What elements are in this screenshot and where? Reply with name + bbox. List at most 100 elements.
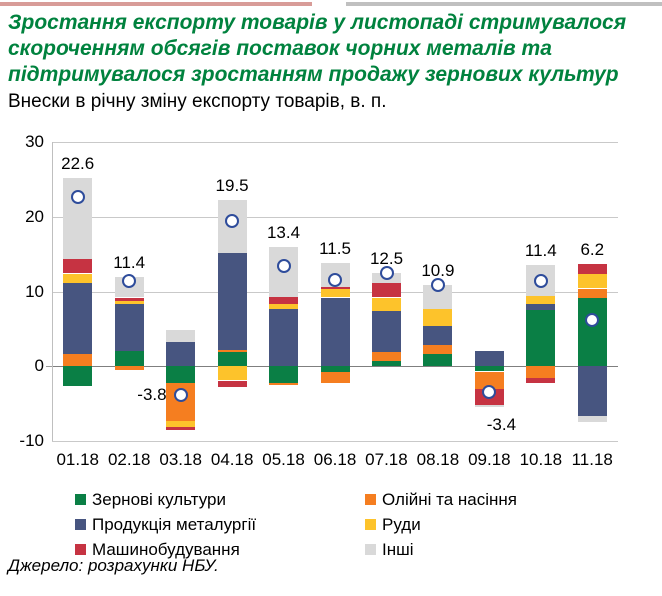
chart-title-line3: підтримувалося зростанням продажу зернов… bbox=[8, 63, 619, 86]
x-axis-label: 08.18 bbox=[416, 450, 460, 469]
chart-title: Зростання експорту товарів у листопаді с… bbox=[8, 10, 658, 88]
bar-segment-Продукція металургії bbox=[269, 308, 298, 367]
x-axis-label: 04.18 bbox=[210, 450, 254, 469]
bar-segment-Зернові культури bbox=[372, 361, 401, 367]
total-marker bbox=[70, 190, 85, 205]
bar-segment-Зернові культури bbox=[166, 366, 196, 383]
bar-segment-Продукція металургії bbox=[320, 297, 350, 367]
bar-segment-Руди bbox=[217, 366, 247, 381]
top-border-left bbox=[0, 2, 312, 6]
legend-label: Олійні та насіння bbox=[382, 489, 517, 509]
y-axis-tick bbox=[46, 366, 52, 368]
chart-legend: Зернові культури Олійні та насіння Продукц… bbox=[75, 487, 635, 562]
bar-segment-Олійні та насіння bbox=[217, 349, 247, 352]
bar-segment-Продукція металургії bbox=[63, 283, 93, 355]
bar-segment-Олійні та насіння bbox=[577, 288, 607, 298]
total-marker bbox=[379, 265, 394, 280]
x-axis-label: 10.18 bbox=[519, 450, 563, 469]
legend-label: Зернові культури bbox=[92, 489, 226, 509]
bar-segment-Продукція металургії bbox=[114, 304, 144, 352]
total-label: 10.9 bbox=[421, 260, 455, 280]
legend-swatch-icon bbox=[365, 544, 376, 555]
top-border-right bbox=[346, 2, 662, 6]
legend-item: Машинобудування bbox=[75, 537, 365, 562]
bar-segment-Машинобудування bbox=[372, 283, 401, 298]
total-marker bbox=[225, 213, 240, 228]
bar-segment-Машинобудування bbox=[269, 296, 298, 305]
bar-segment-Зернові культури bbox=[577, 297, 607, 367]
total-marker bbox=[173, 387, 188, 402]
bar-segment-Олійні та насіння bbox=[526, 366, 556, 379]
x-axis-label: 11.18 bbox=[571, 450, 613, 469]
bar-segment-Олійні та насіння bbox=[474, 371, 504, 390]
bar-segment-Руди bbox=[114, 300, 144, 305]
bar-segment-Руди bbox=[320, 289, 350, 298]
chart-title-line1: Зростання експорту товарів у листопаді с… bbox=[8, 11, 627, 34]
total-label: 6.2 bbox=[580, 239, 605, 259]
bar-segment-Інші bbox=[474, 404, 504, 407]
y-axis-label: 30 bbox=[25, 132, 44, 151]
bar-segment-Зернові культури bbox=[474, 366, 504, 372]
legend-swatch-icon bbox=[75, 519, 86, 530]
bar-segment-Продукція металургії bbox=[474, 351, 504, 367]
bar-segment-Руди bbox=[372, 297, 401, 311]
gridline bbox=[52, 441, 618, 442]
total-label: 22.6 bbox=[61, 153, 95, 173]
legend-swatch-icon bbox=[75, 544, 86, 555]
bar-segment-Руди bbox=[423, 309, 453, 326]
bar-segment-Продукція металургії bbox=[423, 325, 453, 345]
bar-segment-Машинобудування bbox=[526, 378, 556, 383]
bar-segment-Продукція металургії bbox=[166, 341, 196, 367]
bar-segment-Олійні та насіння bbox=[320, 372, 350, 384]
gridline bbox=[52, 216, 618, 218]
total-label: 13.4 bbox=[266, 223, 301, 243]
bar-segment-Інші bbox=[577, 416, 607, 423]
bar-segment-Олійні та насіння bbox=[269, 383, 298, 385]
x-axis-label: 09.18 bbox=[468, 450, 511, 469]
bar-segment-Машинобудування bbox=[320, 287, 350, 290]
total-label: -3.4 bbox=[486, 414, 517, 434]
total-label: 11.4 bbox=[113, 253, 146, 273]
total-label: -3.8 bbox=[137, 384, 167, 404]
bar-segment-Олійні та насіння bbox=[114, 366, 144, 370]
bar-segment-Руди bbox=[166, 420, 196, 427]
total-marker bbox=[122, 274, 137, 288]
bar-segment-Продукція металургії bbox=[217, 252, 247, 350]
bar-segment-Машинобудування bbox=[217, 380, 247, 387]
bar-segment-Зернові культури bbox=[320, 366, 350, 373]
stacked-bar-chart: 30 20 10 0 -10 22.6 01.18 11.4 02.18 -3.8 03.18 19.… bbox=[0, 130, 662, 478]
total-label: 11.4 bbox=[524, 240, 557, 260]
x-axis-label: 02.18 bbox=[107, 450, 151, 469]
legend-item: Продукція металургії bbox=[75, 512, 365, 537]
legend-item: Зернові культури bbox=[75, 487, 365, 512]
gridline bbox=[52, 142, 618, 143]
bar-segment-Інші bbox=[166, 330, 196, 342]
bar-segment-Машинобудування bbox=[63, 258, 93, 274]
bar-segment-Машинобудування bbox=[166, 426, 196, 431]
y-axis-label: -10 bbox=[19, 431, 44, 450]
bar-segment-Зернові культури bbox=[526, 309, 556, 367]
x-axis-label: 03.18 bbox=[159, 450, 202, 469]
legend-label: Інші bbox=[382, 539, 414, 559]
total-marker bbox=[482, 384, 497, 399]
bar-segment-Руди bbox=[577, 274, 607, 289]
bar-segment-Руди bbox=[269, 304, 298, 309]
total-marker bbox=[585, 312, 600, 327]
legend-swatch-icon bbox=[365, 494, 376, 505]
total-marker bbox=[276, 259, 291, 274]
bar-segment-Зернові культури bbox=[63, 366, 93, 386]
total-marker bbox=[430, 277, 445, 292]
bar-segment-Машинобудування bbox=[577, 263, 607, 275]
total-label: 19.5 bbox=[215, 176, 249, 196]
chart-subtitle: Внески в річну зміну експорту товарів, в… bbox=[8, 91, 387, 112]
chart-title-line2: скороченням обсягів поставок чорних мета… bbox=[8, 37, 552, 60]
legend-item: Олійні та насіння bbox=[365, 487, 635, 512]
bar-segment-Руди bbox=[63, 273, 93, 284]
bar-segment-Продукція металургії bbox=[577, 366, 607, 417]
x-axis-label: 06.18 bbox=[313, 450, 357, 469]
bar-segment-Продукція металургії bbox=[372, 310, 401, 352]
bar-segment-Зернові культури bbox=[217, 352, 247, 367]
y-axis-line bbox=[52, 142, 53, 441]
bar-segment-Зернові культури bbox=[269, 366, 298, 384]
